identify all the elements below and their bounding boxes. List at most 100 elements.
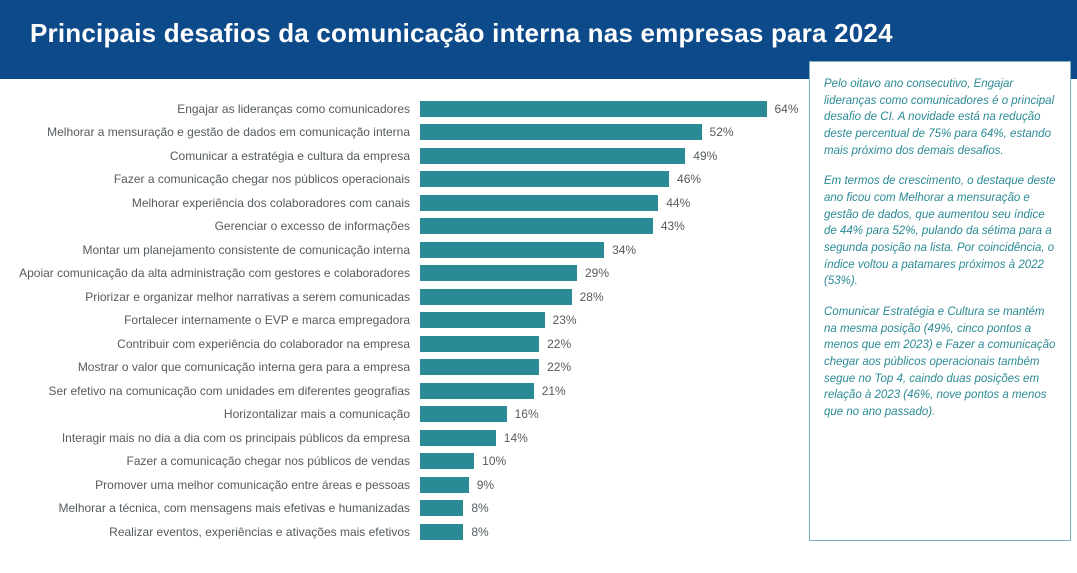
chart-value-label: 16% — [515, 407, 539, 421]
chart-value-label: 22% — [547, 360, 571, 374]
chart-row-track: 46% — [420, 168, 799, 192]
chart-row-label: Contribuir com experiência do colaborado… — [0, 337, 420, 351]
chart-bar — [420, 336, 539, 352]
chart-row: Melhorar a mensuração e gestão de dados … — [0, 121, 799, 145]
chart-row-track: 44% — [420, 191, 799, 215]
chart-row: Interagir mais no dia a dia com os princ… — [0, 426, 799, 450]
chart-bar — [420, 289, 572, 305]
chart-row-track: 16% — [420, 403, 799, 427]
chart-row: Priorizar e organizar melhor narrativas … — [0, 285, 799, 309]
chart-bar — [420, 406, 507, 422]
chart-row-label: Melhorar a mensuração e gestão de dados … — [0, 125, 420, 139]
chart-row: Mostrar o valor que comunicação interna … — [0, 356, 799, 380]
chart-value-label: 10% — [482, 454, 506, 468]
chart-row-track: 22% — [420, 356, 799, 380]
chart-row: Fazer a comunicação chegar nos públicos … — [0, 168, 799, 192]
chart-row-label: Fazer a comunicação chegar nos públicos … — [0, 454, 420, 468]
chart-value-label: 21% — [542, 384, 566, 398]
content-area: Engajar as lideranças como comunicadores… — [0, 79, 1077, 544]
chart-bar — [420, 265, 577, 281]
chart-bar — [420, 101, 767, 117]
chart-value-label: 29% — [585, 266, 609, 280]
chart-row-label: Interagir mais no dia a dia com os princ… — [0, 431, 420, 445]
chart-row: Engajar as lideranças como comunicadores… — [0, 97, 799, 121]
chart-row-track: 49% — [420, 144, 799, 168]
chart-value-label: 9% — [477, 478, 494, 492]
chart-row-track: 8% — [420, 520, 799, 544]
chart-value-label: 23% — [553, 313, 577, 327]
chart-row-track: 23% — [420, 309, 799, 333]
chart-row: Montar um planejamento consistente de co… — [0, 238, 799, 262]
chart-bar — [420, 453, 474, 469]
chart-row: Melhorar experiência dos colaboradores c… — [0, 191, 799, 215]
chart-row-label: Gerenciar o excesso de informações — [0, 219, 420, 233]
chart-row-track: 29% — [420, 262, 799, 286]
chart-value-label: 52% — [710, 125, 734, 139]
chart-bar — [420, 148, 685, 164]
chart-bar — [420, 500, 463, 516]
chart-row-label: Fazer a comunicação chegar nos públicos … — [0, 172, 420, 186]
chart-value-label: 22% — [547, 337, 571, 351]
bar-chart: Engajar as lideranças como comunicadores… — [0, 97, 799, 544]
chart-row-track: 64% — [420, 97, 799, 121]
chart-row: Melhorar a técnica, com mensagens mais e… — [0, 497, 799, 521]
chart-row-label: Realizar eventos, experiências e ativaçõ… — [0, 525, 420, 539]
chart-row: Fortalecer internamente o EVP e marca em… — [0, 309, 799, 333]
chart-bar — [420, 195, 658, 211]
chart-bar — [420, 477, 469, 493]
chart-row-label: Engajar as lideranças como comunicadores — [0, 102, 420, 116]
chart-bar — [420, 242, 604, 258]
chart-row: Fazer a comunicação chegar nos públicos … — [0, 450, 799, 474]
chart-value-label: 44% — [666, 196, 690, 210]
chart-row-label: Comunicar a estratégia e cultura da empr… — [0, 149, 420, 163]
chart-row-track: 52% — [420, 121, 799, 145]
chart-row-track: 43% — [420, 215, 799, 239]
chart-row-label: Melhorar experiência dos colaboradores c… — [0, 196, 420, 210]
chart-value-label: 8% — [471, 501, 488, 515]
chart-value-label: 8% — [471, 525, 488, 539]
chart-value-label: 34% — [612, 243, 636, 257]
chart-bar — [420, 124, 702, 140]
chart-row-track: 34% — [420, 238, 799, 262]
chart-row-track: 9% — [420, 473, 799, 497]
chart-row: Comunicar a estratégia e cultura da empr… — [0, 144, 799, 168]
chart-row-label: Ser efetivo na comunicação com unidades … — [0, 384, 420, 398]
chart-row-label: Apoiar comunicação da alta administração… — [0, 266, 420, 280]
chart-row: Horizontalizar mais a comunicação 16% — [0, 403, 799, 427]
chart-row: Realizar eventos, experiências e ativaçõ… — [0, 520, 799, 544]
chart-bar — [420, 524, 463, 540]
chart-row-label: Montar um planejamento consistente de co… — [0, 243, 420, 257]
chart-container: Engajar as lideranças como comunicadores… — [0, 79, 809, 544]
chart-bar — [420, 171, 669, 187]
chart-value-label: 14% — [504, 431, 528, 445]
chart-bar — [420, 359, 539, 375]
commentary-sidebar: Pelo oitavo ano consecutivo, Engajar lid… — [809, 61, 1071, 541]
chart-row: Contribuir com experiência do colaborado… — [0, 332, 799, 356]
page-title: Principais desafios da comunicação inter… — [30, 18, 893, 48]
chart-row-label: Promover uma melhor comunicação entre ár… — [0, 478, 420, 492]
chart-row-label: Horizontalizar mais a comunicação — [0, 407, 420, 421]
chart-row-label: Fortalecer internamente o EVP e marca em… — [0, 313, 420, 327]
chart-row-track: 28% — [420, 285, 799, 309]
chart-value-label: 64% — [775, 102, 799, 116]
chart-bar — [420, 430, 496, 446]
chart-bar — [420, 218, 653, 234]
chart-row-track: 10% — [420, 450, 799, 474]
chart-value-label: 43% — [661, 219, 685, 233]
chart-value-label: 49% — [693, 149, 717, 163]
chart-row-track: 22% — [420, 332, 799, 356]
chart-value-label: 28% — [580, 290, 604, 304]
chart-row-track: 8% — [420, 497, 799, 521]
commentary-paragraph: Comunicar Estratégia e Cultura se mantém… — [824, 304, 1056, 421]
chart-row-label: Priorizar e organizar melhor narrativas … — [0, 290, 420, 304]
chart-value-label: 46% — [677, 172, 701, 186]
commentary-paragraph: Em termos de crescimento, o destaque des… — [824, 173, 1056, 290]
chart-row: Apoiar comunicação da alta administração… — [0, 262, 799, 286]
chart-row-label: Mostrar o valor que comunicação interna … — [0, 360, 420, 374]
chart-row: Promover uma melhor comunicação entre ár… — [0, 473, 799, 497]
chart-row: Ser efetivo na comunicação com unidades … — [0, 379, 799, 403]
chart-bar — [420, 383, 534, 399]
chart-row: Gerenciar o excesso de informações 43% — [0, 215, 799, 239]
chart-row-label: Melhorar a técnica, com mensagens mais e… — [0, 501, 420, 515]
chart-row-track: 21% — [420, 379, 799, 403]
